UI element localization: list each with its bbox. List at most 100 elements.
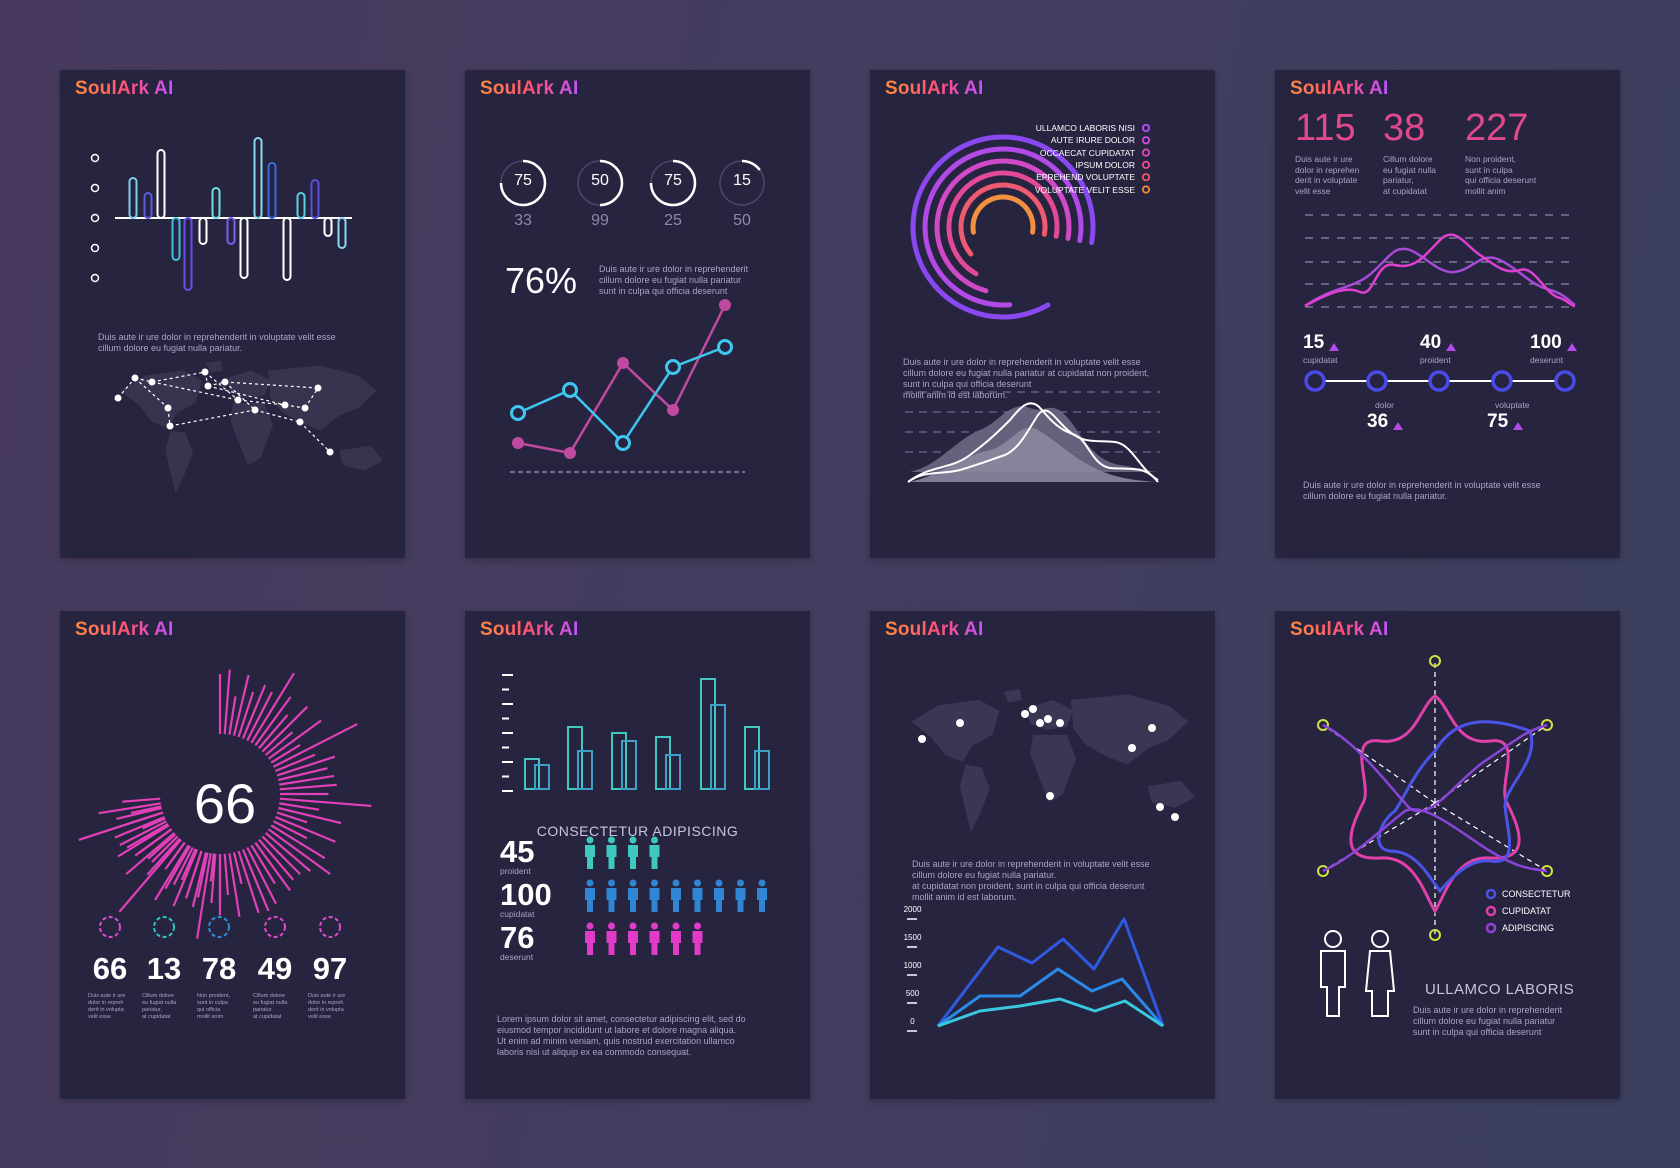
bar	[143, 192, 153, 219]
person-icon	[649, 879, 660, 912]
world-map	[911, 689, 1195, 833]
person-body	[628, 845, 638, 869]
person-body	[649, 931, 660, 955]
y-tick-label: 1000	[903, 961, 922, 970]
bullet-dot	[90, 213, 100, 223]
location-dot	[1046, 792, 1054, 800]
bar	[323, 217, 333, 237]
center-value: 66	[193, 772, 257, 835]
location-dot	[221, 378, 229, 386]
burst-ray	[228, 853, 241, 917]
stat-text: derit in volupta	[88, 1007, 124, 1013]
bar-front	[665, 754, 681, 790]
card-bars-people: SoulArk AI CONSECTETUR ADIPISCING 45 proi…	[465, 611, 810, 1099]
bar-back	[524, 758, 540, 790]
legend-marker	[1141, 123, 1151, 133]
burst-ray	[270, 824, 326, 860]
bar-back	[567, 726, 583, 790]
burst-ray	[172, 846, 194, 886]
bar-back	[744, 726, 760, 790]
continent-shape	[1026, 699, 1074, 730]
person-icon	[671, 922, 681, 955]
person-icon	[585, 922, 595, 955]
bar	[267, 162, 277, 219]
series-pink-point	[667, 404, 679, 416]
connection-line	[207, 385, 286, 406]
bar	[171, 217, 181, 261]
up-triangle	[1567, 343, 1577, 351]
person-head	[586, 879, 594, 887]
dotted-ring	[264, 916, 286, 938]
person-icon	[606, 879, 617, 912]
row-value: 45	[500, 834, 535, 869]
person-body	[585, 888, 595, 912]
burst-ray	[164, 845, 191, 890]
y-tick-label: 2000	[903, 905, 922, 914]
stat-text: Cillum dolore	[142, 993, 175, 999]
burst-ray	[275, 815, 336, 843]
radial-arc	[934, 158, 1072, 294]
brand-logo: SoulArk AI	[885, 78, 984, 99]
step-node	[1366, 370, 1388, 392]
stat-value: 66	[92, 951, 128, 986]
card-radial-area: SoulArk AI ULLAMCO LABORIS NISI AUTE IRUR…	[870, 70, 1215, 558]
legend-label: AUTE IRURE DOLOR	[1050, 135, 1135, 146]
radial-and-area-graphic	[905, 123, 1160, 483]
location-dot	[1036, 719, 1044, 727]
burst-ray	[232, 852, 243, 885]
location-dot	[1148, 724, 1156, 732]
continent-shape	[230, 403, 273, 466]
burst-ray	[246, 846, 277, 905]
ring-progress	[741, 159, 761, 171]
radar-axis-end	[1541, 719, 1553, 731]
burst-ray	[146, 837, 181, 876]
radar-shape-purple	[1322, 808, 1548, 873]
legend-label: OCCAECAT CUPIDATAT	[1039, 147, 1135, 158]
burst-ray	[279, 802, 320, 811]
location-dot	[1171, 813, 1179, 821]
burst-ray	[278, 767, 328, 782]
location-dot	[956, 719, 964, 727]
legend-marker	[1141, 185, 1151, 194]
series-pink-line	[517, 304, 727, 455]
step-value: 100	[1530, 332, 1562, 353]
ring-sub-value: 25	[664, 212, 682, 229]
radial-arc	[922, 146, 1084, 308]
burst-ray	[117, 824, 170, 858]
person-body	[1320, 950, 1346, 1017]
bar	[239, 217, 249, 279]
up-triangle	[1393, 422, 1403, 430]
legend-label: VOLUPTATE VELIT ESSE	[1034, 184, 1135, 195]
burst-ray	[241, 684, 267, 739]
series-cyan-point	[615, 435, 631, 451]
connection-line	[151, 371, 206, 383]
location-dot	[1044, 715, 1052, 723]
location-dot	[1021, 710, 1029, 718]
step-node	[1304, 370, 1326, 392]
person-icon	[606, 836, 617, 869]
person-body	[671, 888, 681, 912]
up-triangle	[1513, 422, 1523, 430]
bars-people-graphic	[502, 674, 770, 955]
card-stats-waves: SoulArk AI 115 Duis aute ir ure dolor in r…	[1275, 70, 1620, 558]
stat-text: eu fugiat nulla	[142, 1000, 177, 1006]
ring-value: 15	[733, 172, 751, 189]
person-body	[692, 931, 703, 955]
male-person-icon	[1320, 930, 1346, 1017]
person-body	[628, 931, 638, 955]
bar	[310, 179, 320, 219]
person-icon	[757, 879, 767, 912]
stat-text: mollit anim	[1465, 185, 1506, 196]
person-icon	[606, 922, 617, 955]
ring-progress	[599, 159, 624, 207]
brand-logo: SoulArk AI	[1290, 78, 1389, 99]
stat-text: Duis aute ir ure	[308, 993, 346, 999]
stat-text: sunt in culpa	[197, 1000, 228, 1006]
continent-shape	[960, 764, 990, 833]
stat-text: pariatur,	[142, 1007, 162, 1013]
location-dot	[204, 382, 212, 390]
stat-text: Duis aute ir ure	[1295, 154, 1353, 164]
series-cyan-point	[510, 405, 526, 421]
person-body	[671, 931, 681, 955]
brand-logo: SoulArk AI	[75, 619, 174, 640]
